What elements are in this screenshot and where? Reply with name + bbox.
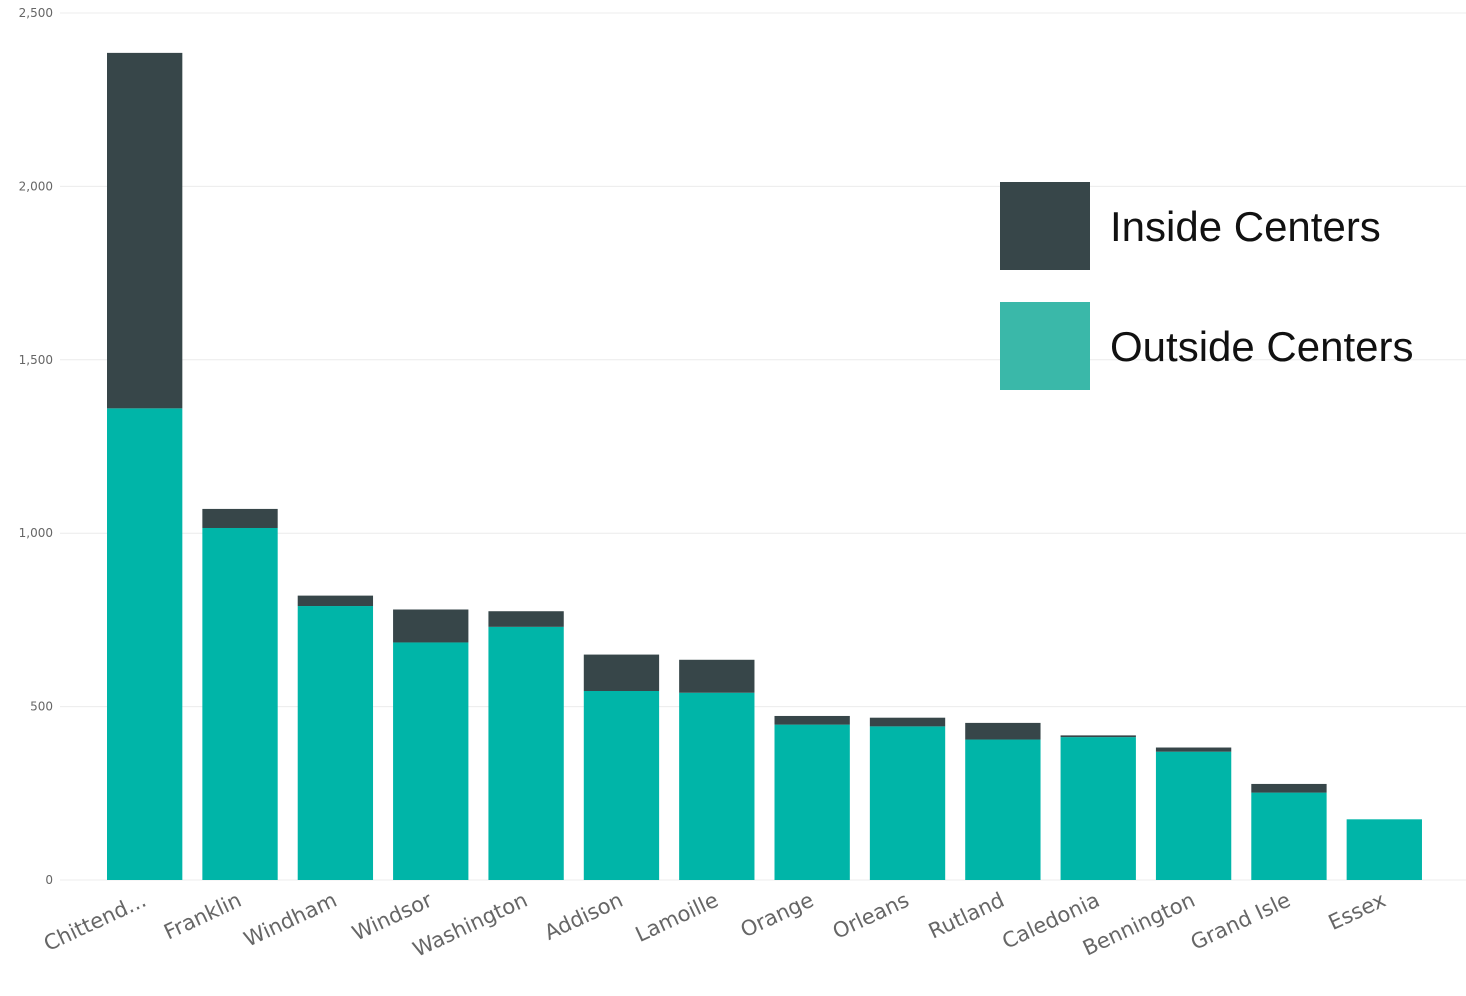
bar-inside-centers[interactable]	[1155, 747, 1232, 752]
bar-inside-centers[interactable]	[107, 52, 183, 409]
x-category-label: Grand Isle	[1187, 888, 1294, 955]
bar-outside-centers[interactable]	[488, 626, 564, 880]
bar-inside-centers[interactable]	[202, 508, 278, 528]
bar-outside-centers[interactable]	[393, 642, 469, 880]
bar-inside-centers[interactable]	[679, 659, 755, 693]
legend-swatch	[1000, 302, 1090, 390]
bar-inside-centers[interactable]	[297, 595, 374, 607]
legend-label: Inside Centers	[1110, 203, 1381, 250]
x-category-label: Orange	[737, 888, 817, 943]
bar-outside-centers[interactable]	[107, 408, 183, 880]
bar-outside-centers[interactable]	[1346, 819, 1422, 880]
bar-inside-centers[interactable]	[1251, 783, 1327, 793]
bar-outside-centers[interactable]	[1155, 751, 1232, 880]
x-category-label: Franklin	[160, 888, 245, 945]
bar-outside-centers[interactable]	[869, 726, 946, 880]
bar-outside-centers[interactable]	[297, 606, 374, 880]
bar-inside-centers[interactable]	[869, 717, 946, 727]
y-tick-label: 500	[30, 700, 53, 714]
bar-outside-centers[interactable]	[774, 724, 850, 880]
bar-outside-centers[interactable]	[1060, 737, 1136, 880]
y-tick-label: 1,000	[19, 526, 53, 540]
y-tick-label: 1,500	[19, 353, 53, 367]
x-category-label: Addison	[541, 888, 627, 945]
bar-outside-centers[interactable]	[202, 528, 278, 880]
x-category-label: Rutland	[925, 888, 1008, 944]
legend-label: Outside Centers	[1110, 323, 1413, 370]
legend-swatch	[1000, 182, 1090, 270]
y-tick-label: 0	[45, 873, 53, 887]
y-tick-label: 2,500	[19, 6, 53, 20]
bar-outside-centers[interactable]	[679, 692, 755, 880]
x-category-label: Windham	[240, 888, 340, 952]
bar-inside-centers[interactable]	[488, 611, 564, 627]
x-category-label: Essex	[1325, 888, 1390, 935]
bar-outside-centers[interactable]	[1251, 792, 1327, 880]
bar-inside-centers[interactable]	[583, 654, 660, 691]
y-tick-label: 2,000	[19, 179, 53, 193]
bar-outside-centers[interactable]	[965, 739, 1041, 880]
x-category-label: Orleans	[829, 888, 913, 944]
bar-inside-centers[interactable]	[774, 715, 850, 725]
gridlines	[60, 12, 1466, 881]
bar-inside-centers[interactable]	[1060, 735, 1136, 738]
bar-series	[107, 52, 1422, 880]
bar-inside-centers[interactable]	[393, 609, 469, 643]
x-category-label: Lamoille	[632, 888, 722, 947]
bar-outside-centers[interactable]	[583, 690, 660, 880]
y-axis: 0 500 1,000 1,500 2,000 2,500	[19, 6, 53, 887]
legend: Inside Centers Outside Centers	[1000, 182, 1413, 390]
bar-inside-centers[interactable]	[965, 722, 1041, 740]
x-category-label: Chittend...	[40, 888, 150, 956]
